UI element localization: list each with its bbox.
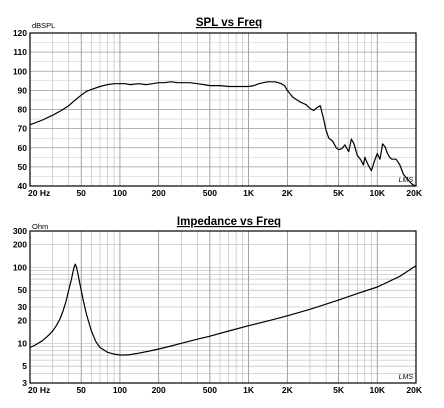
y-tick-label: 50 <box>18 285 28 295</box>
x-tick-label: 20K <box>406 385 422 395</box>
x-tick-label: 1K <box>243 188 255 198</box>
x-tick-label: 10K <box>369 188 385 198</box>
y-tick-label: 3 <box>22 378 27 388</box>
y-tick-label: 80 <box>18 105 28 115</box>
y-tick-label: 60 <box>18 143 28 153</box>
chart-title: SPL vs Freq <box>196 17 262 29</box>
x-tick-label: 1K <box>243 385 255 395</box>
plot-frame <box>29 230 417 384</box>
y-tick-label: 300 <box>13 226 27 236</box>
y-tick-label: 50 <box>18 162 28 172</box>
x-tick-label: 500 <box>203 385 217 395</box>
y-axis-unit-label: dBSPL <box>32 21 55 30</box>
x-tick-label: 200 <box>152 385 166 395</box>
y-tick-label: 30 <box>18 302 28 312</box>
y-tick-label: 90 <box>18 85 28 95</box>
plot-frame <box>29 32 417 187</box>
x-tick-label: 5K <box>333 188 345 198</box>
y-tick-label: 10 <box>18 338 28 348</box>
y-tick-label: 100 <box>13 262 27 272</box>
x-tick-label: 100 <box>113 188 127 198</box>
y-tick-label: 110 <box>13 47 27 57</box>
impedance-curve <box>29 263 417 356</box>
x-tick-label: 2K <box>282 385 294 395</box>
y-tick-label: 40 <box>18 181 28 191</box>
y-tick-label: 20 <box>18 315 28 325</box>
y-tick-label: 200 <box>13 239 27 249</box>
lms-watermark: LMS <box>399 374 414 381</box>
x-tick-label: 200 <box>152 188 166 198</box>
y-tick-label: 100 <box>13 66 27 76</box>
x-tick-label: 20K <box>406 188 422 198</box>
x-tick-label: 5K <box>333 385 345 395</box>
y-tick-label: 70 <box>18 124 28 134</box>
x-tick-label: 50 <box>76 188 86 198</box>
x-tick-label: 50 <box>76 385 86 395</box>
x-tick-label: 10K <box>369 385 385 395</box>
lms-watermark: LMS <box>399 177 414 184</box>
x-tick-label: 100 <box>113 385 127 395</box>
x-tick-label: 500 <box>203 188 217 198</box>
x-tick-label: 2K <box>282 188 294 198</box>
x-tick-label: 20 Hz <box>28 188 50 198</box>
x-tick-label: 20 Hz <box>28 385 50 395</box>
y-tick-label: 120 <box>13 28 27 38</box>
spl-response-curve <box>29 81 417 187</box>
y-axis-unit-label: Ohm <box>32 222 48 231</box>
chart-title: Impedance vs Freq <box>177 216 281 228</box>
y-tick-label: 5 <box>22 361 27 371</box>
